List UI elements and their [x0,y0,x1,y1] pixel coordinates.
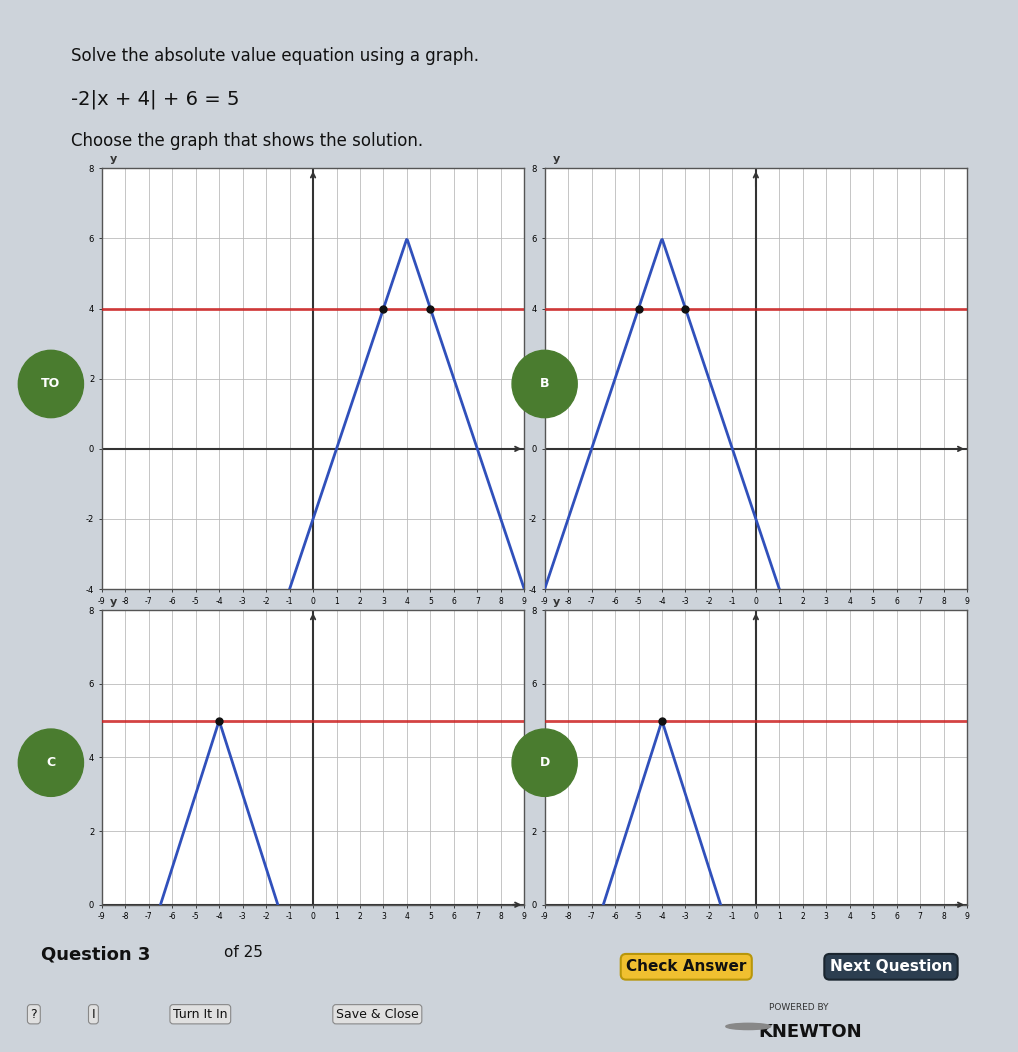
Circle shape [726,1024,771,1030]
Text: y: y [110,598,117,607]
Text: of 25: of 25 [224,946,263,960]
Text: POWERED BY: POWERED BY [769,1004,828,1012]
Text: Next Question: Next Question [830,959,952,974]
Text: D: D [540,756,550,769]
Text: Save & Close: Save & Close [336,1008,418,1020]
Text: KNEWTON: KNEWTON [758,1023,862,1040]
Text: I: I [92,1008,96,1020]
Text: Solve the absolute value equation using a graph.: Solve the absolute value equation using … [71,47,479,65]
Text: Choose the graph that shows the solution.: Choose the graph that shows the solution… [71,132,423,149]
Text: B: B [540,378,550,390]
Text: Check Answer: Check Answer [626,959,746,974]
Text: -2|x + 4| + 6 = 5: -2|x + 4| + 6 = 5 [71,89,240,109]
Text: ?: ? [31,1008,38,1020]
Text: TO: TO [42,378,60,390]
Text: y: y [553,154,560,164]
Text: C: C [47,756,55,769]
Text: Question 3: Question 3 [41,946,150,964]
Text: y: y [110,154,117,164]
Text: Turn It In: Turn It In [173,1008,228,1020]
Text: y: y [553,598,560,607]
